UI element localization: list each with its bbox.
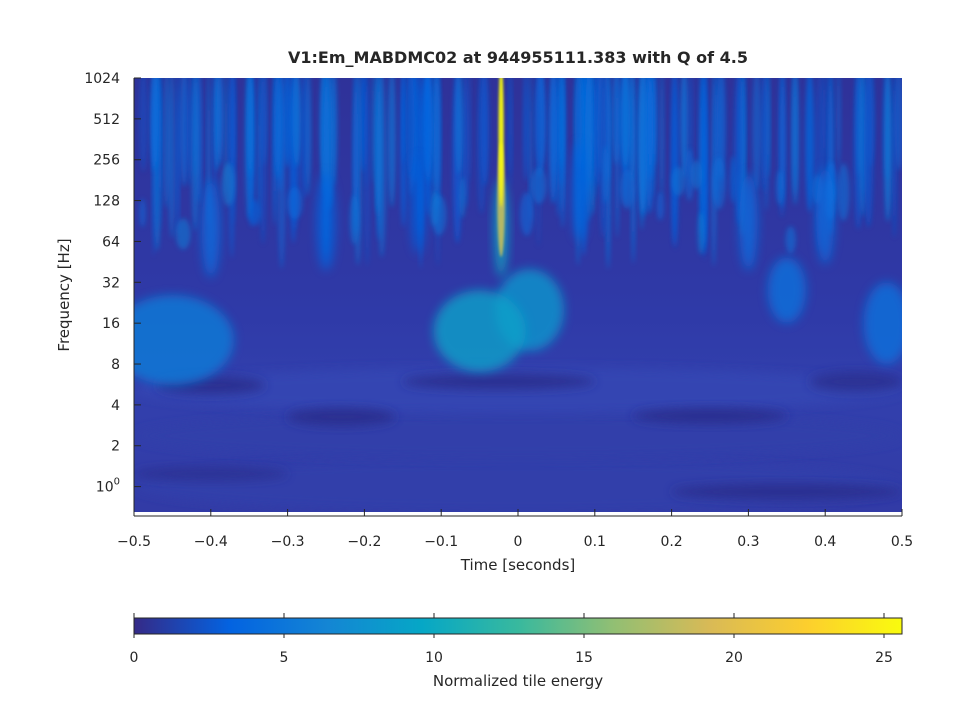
energy-feature (767, 257, 806, 323)
colorbar-tick-label: 10 (425, 650, 443, 666)
x-tick-label: −0.1 (424, 534, 458, 550)
energy-feature (815, 166, 835, 265)
colorbar-tick-label: 15 (575, 650, 593, 666)
energy-feature (863, 282, 902, 365)
colorbar-label: Normalized tile energy (433, 672, 603, 690)
y-tick-label: 8 (111, 357, 120, 373)
heatmap-plot-area (134, 78, 902, 512)
colorbar-tick-label: 20 (725, 650, 743, 666)
energy-feature (498, 78, 504, 207)
high-frequency-texture (139, 78, 902, 270)
chart-title: V1:Em_MABDMC02 at 944955111.383 with Q o… (288, 48, 748, 67)
y-ticks: 100 2 4 8 16 32 64 128 256 512 1024 (84, 71, 141, 496)
y-tick-label: 256 (93, 153, 120, 169)
energy-feature (134, 295, 234, 386)
energy-feature (410, 155, 426, 254)
axes: −0.5 −0.4 −0.3 −0.2 −0.1 0 0.1 0.2 0.3 0.4 0.5 100… (84, 71, 913, 550)
colorbar-gradient (133, 617, 903, 635)
colorbar-tick-label: 25 (875, 650, 893, 666)
energy-feature (739, 172, 758, 271)
y-axis-label: Frequency [Hz] (55, 238, 73, 351)
colorbar-ticks: 0 5 10 15 20 25 (130, 613, 893, 666)
x-tick-label: 0 (514, 534, 523, 550)
x-axis-label: Time [seconds] (460, 556, 576, 574)
y-tick-label: 32 (102, 275, 120, 291)
x-tick-label: −0.3 (271, 534, 305, 550)
low-frequency-bands (134, 367, 902, 512)
x-tick-label: −0.5 (117, 534, 151, 550)
x-tick-label: −0.4 (194, 534, 228, 550)
x-tick-label: 0.4 (814, 534, 836, 550)
y-tick-label: 64 (102, 234, 120, 250)
energy-feature (571, 142, 588, 241)
energy-feature (316, 172, 336, 271)
y-tick-label: 16 (102, 316, 120, 332)
y-tick-label: 1024 (84, 71, 120, 87)
y-tick-label: 512 (93, 112, 120, 128)
energy-feature (201, 179, 221, 278)
x-tick-label: −0.2 (347, 534, 381, 550)
x-tick-label: 0.5 (891, 534, 913, 550)
colorbar-tick-label: 5 (280, 650, 289, 666)
y-tick-label: 128 (93, 194, 120, 210)
y-tick-label: 2 (111, 439, 120, 455)
y-tick-label: 4 (111, 398, 120, 414)
x-tick-label: 0.3 (737, 534, 759, 550)
x-tick-label: 0.2 (660, 534, 682, 550)
colorbar-tick-label: 0 (130, 650, 139, 666)
y-tick-label: 100 (96, 477, 120, 496)
energy-features (134, 78, 902, 386)
energy-feature (433, 290, 526, 372)
x-ticks: −0.5 −0.4 −0.3 −0.2 −0.1 0 0.1 0.2 0.3 0.4 0.5 (117, 509, 913, 550)
colorbar: 0 5 10 15 20 25 (130, 613, 903, 666)
x-tick-label: 0.1 (584, 534, 606, 550)
